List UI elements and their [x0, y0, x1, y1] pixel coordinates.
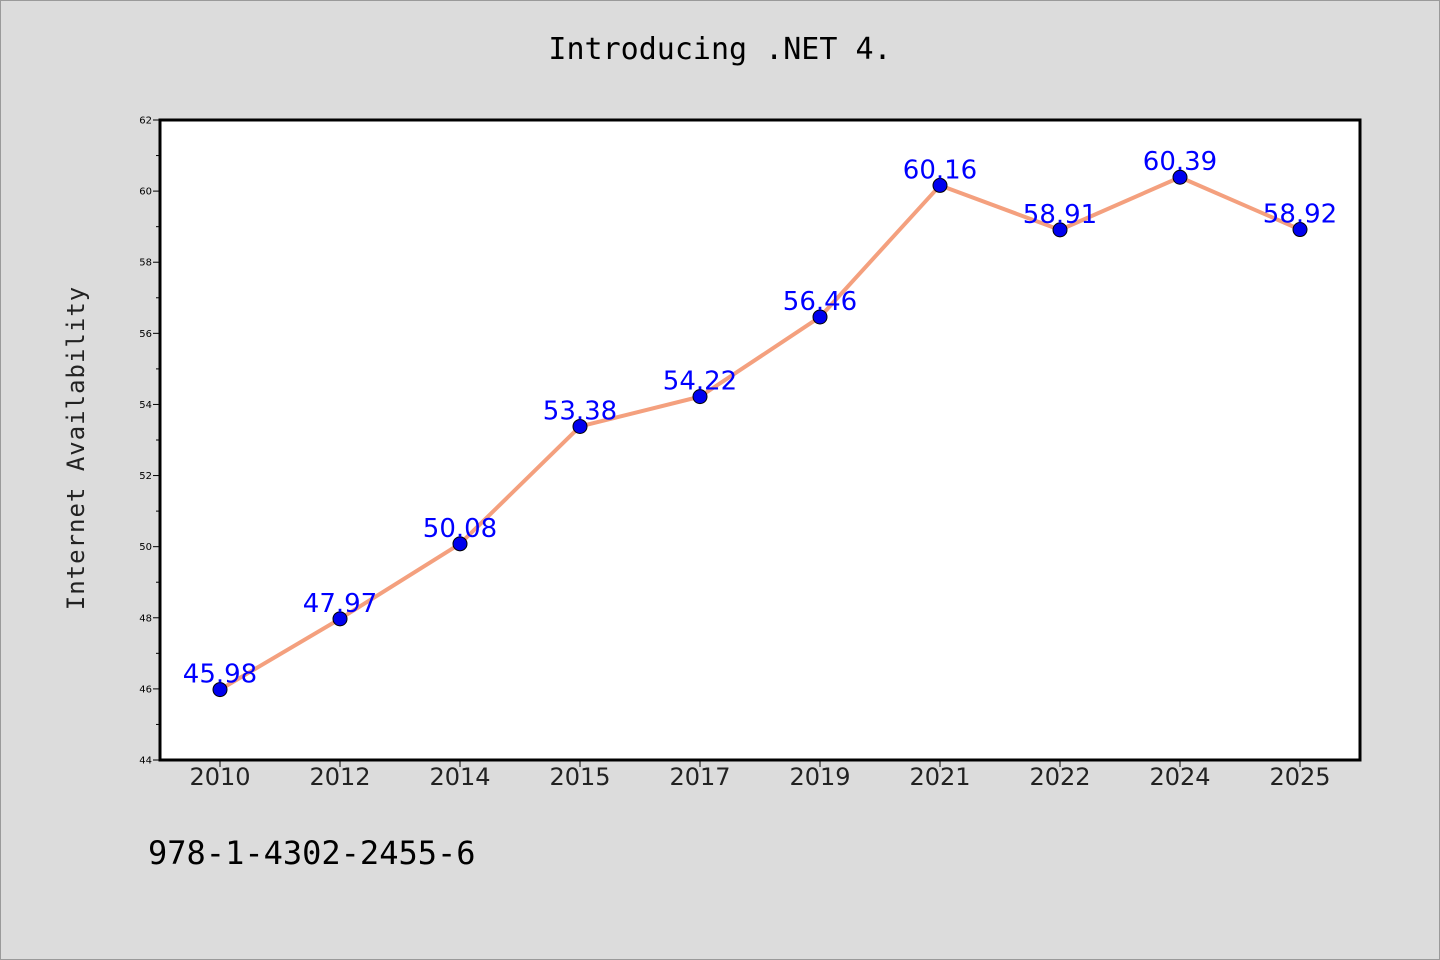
data-point [1172, 169, 1188, 185]
x-tick-label: 2015 [549, 763, 610, 791]
chart-title: Introducing .NET 4. [548, 32, 892, 67]
data-point [452, 536, 468, 552]
y-axis-label: Internet Availability [62, 285, 90, 611]
y-tick-label: 48 [139, 613, 152, 624]
data-point [1052, 222, 1068, 238]
x-tick-label: 2010 [189, 763, 250, 791]
y-tick-label: 54 [139, 400, 152, 411]
y-tick-label: 50 [139, 542, 152, 553]
isbn-text: 978-1-4302-2455-6 [148, 834, 476, 872]
x-tick-label: 2025 [1269, 763, 1330, 791]
data-label: 47.97 [303, 589, 377, 619]
data-label: 58.91 [1023, 200, 1097, 230]
x-tick-label: 2012 [309, 763, 370, 791]
y-tick-label: 44 [139, 756, 152, 767]
data-label: 60.39 [1143, 147, 1217, 177]
x-tick-label: 2017 [669, 763, 730, 791]
y-tick-label: 52 [139, 471, 152, 482]
data-label: 58.92 [1263, 200, 1337, 230]
data-label: 54.22 [663, 367, 737, 397]
y-tick-label: 58 [139, 258, 152, 269]
data-point [212, 682, 228, 698]
x-tick-label: 2019 [789, 763, 850, 791]
x-tick-label: 2024 [1149, 763, 1210, 791]
data-point [332, 611, 348, 627]
data-point [812, 309, 828, 325]
x-tick-label: 2022 [1029, 763, 1090, 791]
data-point [932, 177, 948, 193]
data-point [692, 389, 708, 405]
y-tick-label: 46 [139, 684, 152, 695]
series-line [218, 175, 1301, 692]
data-label: 45.98 [183, 660, 257, 690]
data-label: 60.16 [903, 155, 977, 185]
data-label: 56.46 [783, 287, 857, 317]
data-label: 50.08 [423, 514, 497, 544]
x-tick-label: 2014 [429, 763, 490, 791]
data-point [572, 418, 588, 434]
y-tick-label: 56 [139, 329, 152, 340]
y-tick-label: 60 [139, 187, 152, 198]
data-point [1292, 222, 1308, 238]
data-label: 53.38 [543, 396, 617, 426]
y-tick-label: 62 [139, 116, 152, 127]
x-tick-label: 2021 [909, 763, 970, 791]
plot-area [158, 118, 1362, 762]
